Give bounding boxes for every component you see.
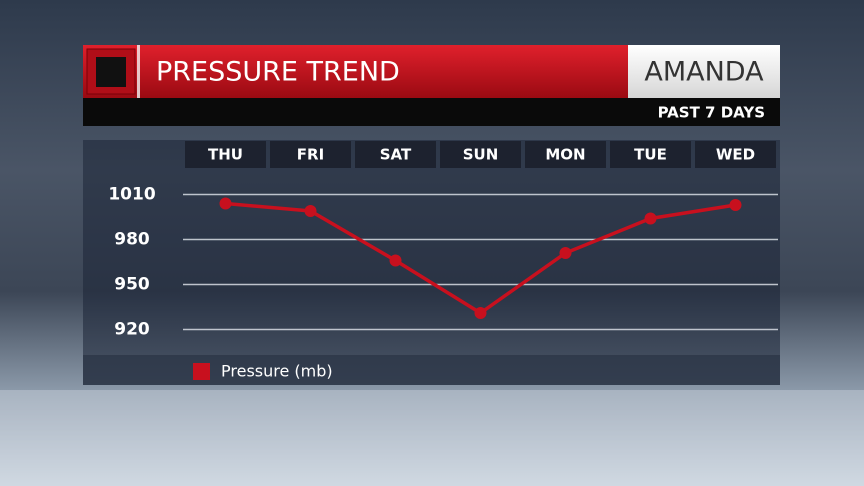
storm-label: AMANDA [644, 57, 764, 88]
x-tick-label: SUN [463, 146, 499, 164]
category-box [610, 141, 691, 168]
label-box [628, 45, 780, 98]
data-point [644, 212, 657, 225]
category-box [695, 141, 776, 168]
category-box [355, 141, 436, 168]
subtitle: PAST 7 DAYS [658, 104, 765, 122]
legend-panel [83, 355, 780, 385]
x-tick-label: TUE [634, 146, 667, 164]
icon [96, 57, 126, 87]
legend-swatch [193, 363, 210, 380]
sea-foam [0, 390, 864, 486]
x-tick-label: FRI [297, 146, 324, 164]
data-point [219, 197, 232, 210]
x-tick-label: WED [716, 146, 755, 164]
data-point [389, 254, 402, 267]
data-point [304, 205, 317, 217]
chart-title: PRESSURE TREND [156, 57, 400, 88]
y-tick-label: 920 [114, 320, 150, 340]
category-box [270, 141, 351, 168]
data-point [729, 199, 742, 211]
x-tick-label: MON [545, 146, 585, 164]
data-point [474, 307, 487, 319]
x-tick-label: SAT [380, 146, 412, 164]
divider [137, 45, 140, 98]
data-point [559, 247, 572, 259]
y-tick-label: 950 [114, 275, 150, 295]
x-tick-label: THU [208, 146, 243, 164]
chart-panel [83, 140, 780, 385]
legend-label: Pressure (mb) [221, 362, 333, 381]
y-tick-label: 980 [114, 230, 150, 250]
category-box [525, 141, 606, 168]
y-tick-label: 1010 [108, 185, 155, 205]
title-bar [83, 45, 628, 98]
subtitle-bar [83, 98, 780, 126]
category-box [440, 141, 521, 168]
category-box [185, 141, 266, 168]
